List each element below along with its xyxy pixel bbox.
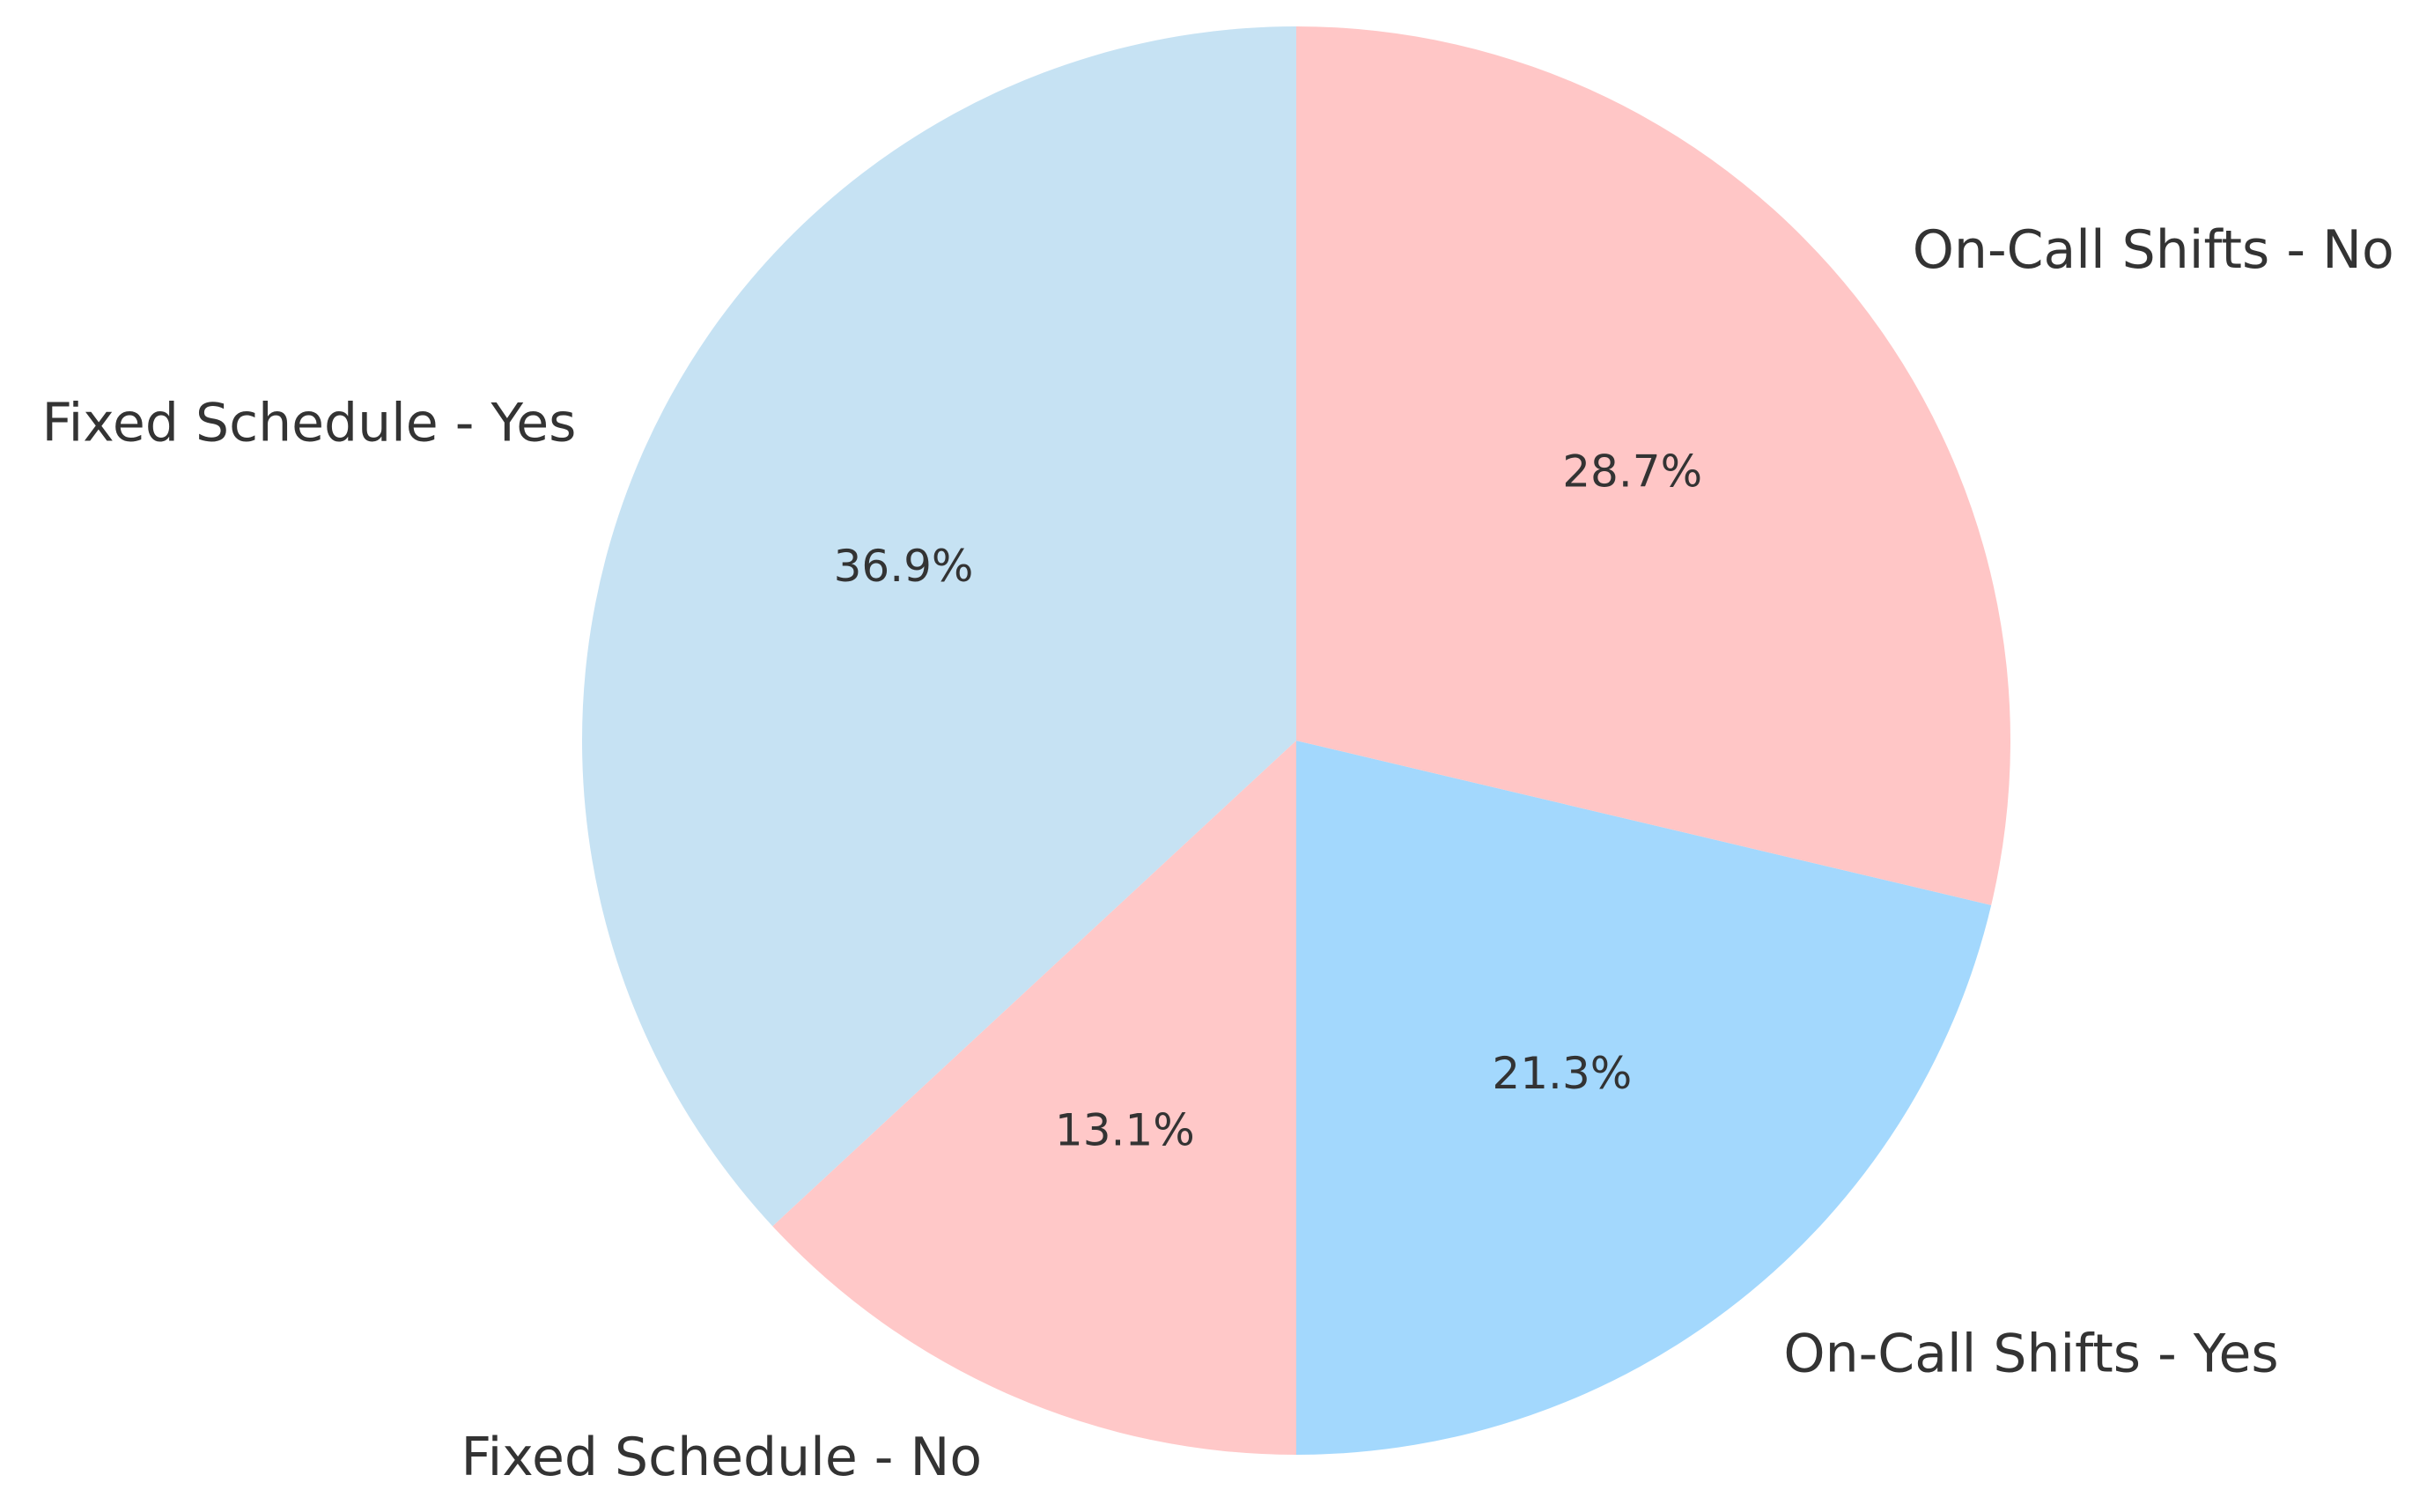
pie-slice — [581, 26, 1296, 1227]
slice-label: On-Call Shifts - Yes — [1783, 1323, 2278, 1384]
slice-label: On-Call Shifts - No — [1913, 219, 2394, 281]
percent-label: 21.3% — [1492, 1048, 1632, 1099]
pie-slice — [772, 741, 1296, 1455]
slice-label: Fixed Schedule - No — [461, 1427, 982, 1488]
slice-label: Fixed Schedule - Yes — [41, 393, 576, 454]
pie-slice — [1296, 26, 2010, 905]
pie-slice — [1296, 741, 1992, 1455]
percent-label: 36.9% — [834, 541, 974, 592]
percent-label: 28.7% — [1562, 446, 1702, 498]
percent-label: 13.1% — [1055, 1104, 1195, 1155]
